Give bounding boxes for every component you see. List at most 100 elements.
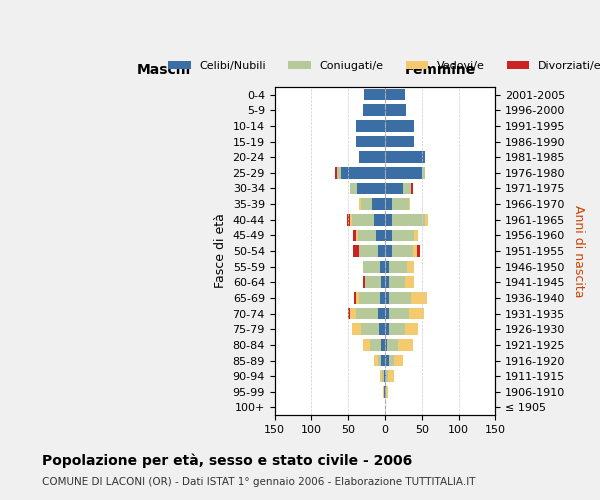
Bar [385,324,389,335]
Bar [389,308,409,320]
Bar [385,152,425,163]
Bar [380,292,385,304]
Bar [388,370,394,382]
Bar [385,182,403,194]
Bar [353,245,359,257]
Text: COMUNE DI LACONI (OR) - Dati ISTAT 1° gennaio 2006 - Elaborazione TUTTITALIA.IT: COMUNE DI LACONI (OR) - Dati ISTAT 1° ge… [42,477,476,487]
Bar [383,370,385,382]
Bar [373,198,385,210]
Y-axis label: Anni di nascita: Anni di nascita [572,205,585,298]
Bar [377,308,385,320]
Bar [377,245,385,257]
Bar [385,230,392,241]
Bar [359,292,380,304]
Text: Femmine: Femmine [404,62,476,76]
Bar [386,370,388,382]
Bar [386,386,388,398]
Bar [398,339,413,351]
Bar [358,230,376,241]
Bar [392,230,415,241]
Bar [359,245,377,257]
Bar [356,120,385,132]
Bar [350,214,352,226]
Bar [363,339,370,351]
Bar [337,167,341,178]
Bar [416,245,420,257]
Bar [359,198,361,210]
Bar [380,261,385,272]
Bar [374,354,377,366]
Bar [370,339,382,351]
Bar [405,324,418,335]
Bar [385,292,389,304]
Bar [425,214,428,226]
Bar [413,245,416,257]
Bar [392,245,413,257]
Bar [389,292,411,304]
Bar [385,386,386,398]
Bar [385,339,387,351]
Bar [376,230,385,241]
Bar [385,370,386,382]
Bar [357,182,385,194]
Bar [382,370,383,382]
Bar [385,104,406,116]
Bar [387,339,398,351]
Bar [409,198,410,210]
Bar [385,120,415,132]
Text: Popolazione per età, sesso e stato civile - 2006: Popolazione per età, sesso e stato civil… [42,454,412,468]
Bar [356,292,359,304]
Bar [389,354,394,366]
Bar [363,261,380,272]
Y-axis label: Fasce di età: Fasce di età [214,214,227,288]
Bar [411,182,413,194]
Bar [382,354,385,366]
Bar [389,276,405,288]
Bar [350,182,357,194]
Bar [377,354,382,366]
Bar [389,324,405,335]
Bar [361,324,379,335]
Bar [384,386,385,398]
Bar [392,198,409,210]
Bar [385,308,389,320]
Bar [348,308,350,320]
Bar [350,308,356,320]
Bar [380,370,382,382]
Bar [385,276,389,288]
Bar [392,214,425,226]
Bar [385,198,392,210]
Bar [335,167,337,178]
Bar [385,245,392,257]
Bar [379,324,385,335]
Bar [356,308,377,320]
Bar [394,354,403,366]
Bar [365,276,382,288]
Bar [352,214,374,226]
Bar [407,261,415,272]
Bar [422,167,425,178]
Bar [382,276,385,288]
Bar [359,152,385,163]
Bar [405,276,413,288]
Bar [409,308,424,320]
Bar [389,261,407,272]
Bar [363,104,385,116]
Bar [403,182,411,194]
Bar [385,136,415,147]
Bar [363,276,365,288]
Bar [361,198,373,210]
Bar [347,214,350,226]
Bar [352,324,361,335]
Bar [341,167,385,178]
Bar [382,339,385,351]
Bar [415,230,418,241]
Bar [411,292,427,304]
Bar [364,88,385,101]
Text: Maschi: Maschi [137,62,191,76]
Bar [374,214,385,226]
Bar [385,214,392,226]
Bar [353,230,356,241]
Bar [354,292,356,304]
Bar [383,386,384,398]
